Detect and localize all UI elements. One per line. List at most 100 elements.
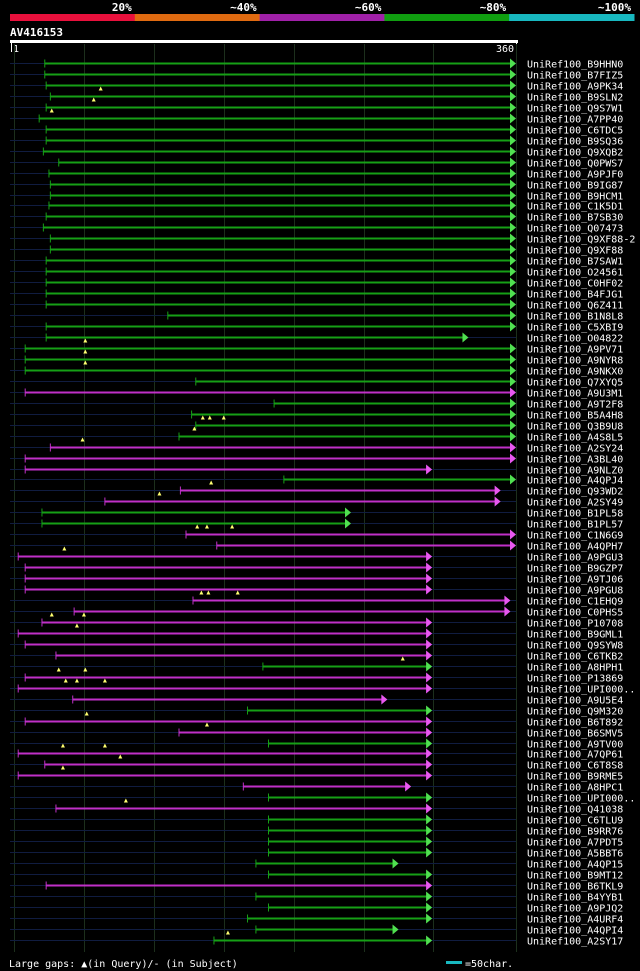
hit-row: UniRef100_B9GZP7 (10, 562, 623, 575)
hit-arrowhead (510, 255, 516, 266)
hit-arrowhead (510, 244, 516, 255)
hit-arrowhead (510, 321, 516, 332)
gap-marker (225, 930, 230, 935)
gap-marker (84, 711, 89, 716)
axis-start-tick (11, 43, 12, 52)
identity-legend: 20% ~40% ~60% ~80% ~100% (10, 1, 635, 21)
gap-marker (199, 590, 204, 595)
hit-row: UniRef100_B6T892 (10, 711, 623, 729)
gap-marker (123, 798, 128, 803)
hit-label: UniRef100_A2SY49 (527, 498, 623, 509)
hit-label: UniRef100_B5A4H8 (527, 411, 623, 422)
hit-label: UniRef100_B4YYB1 (527, 893, 623, 904)
hit-label: UniRef100_P13869 (527, 674, 623, 685)
hit-row: UniRef100_A7QP61 (10, 743, 623, 761)
legend-label: 20% (112, 1, 132, 14)
hit-row: UniRef100_A2SY24 (10, 437, 623, 455)
hit-arrowhead (426, 716, 433, 727)
hit-arrowhead (426, 727, 433, 738)
hit-row: UniRef100_C1K5D1 (10, 200, 623, 213)
hit-arrowhead (510, 124, 516, 135)
hit-label: UniRef100_C6TKB2 (527, 652, 623, 663)
gap-marker (204, 722, 209, 727)
hit-arrowhead (426, 617, 433, 628)
hit-row: UniRef100_B9GML1 (10, 623, 623, 641)
hit-row: UniRef100_Q0PWS7 (10, 157, 623, 170)
hit-label: UniRef100_A7QP61 (527, 750, 623, 761)
hit-row: UniRef100_A9PK34 (10, 80, 623, 93)
hit-label: UniRef100_Q9XF88-2 (527, 235, 635, 246)
hit-arrowhead (510, 91, 516, 102)
hit-label: UniRef100_C6TDC5 (527, 126, 623, 137)
hit-label: UniRef100_A9PJF0 (527, 170, 623, 181)
hit-arrowhead (510, 69, 516, 80)
legend-swatch-20 (10, 14, 136, 21)
hit-label: UniRef100_A7PP40 (527, 115, 623, 126)
hit-row: UniRef100_A8HPC1 (10, 781, 623, 794)
scale-label: =50char. (465, 959, 513, 970)
hit-label: UniRef100_B6SMV5 (527, 729, 623, 740)
hit-arrowhead (426, 913, 433, 924)
gap-marker (74, 623, 79, 628)
legend-swatch-40 (134, 14, 261, 21)
hit-arrowhead (344, 518, 351, 529)
hit-row: UniRef100_B9RME5 (10, 765, 623, 783)
hit-row: UniRef100_C6TDC5 (10, 124, 623, 137)
hit-row: UniRef100_A5BBT6 (10, 847, 623, 860)
hit-arrowhead (405, 781, 412, 792)
hit-arrowhead (392, 924, 399, 935)
hit-arrowhead (426, 551, 433, 562)
gap-marker (206, 590, 211, 595)
hit-row: UniRef100_A9U3M1 (10, 387, 623, 400)
hit-row: UniRef100_B9MT12 (10, 869, 623, 882)
hit-row: UniRef100_B1N8L8 (10, 310, 623, 323)
gap-marker (207, 415, 212, 420)
hit-row: UniRef100_Q9XQB2 (10, 146, 623, 159)
hit-label: UniRef100_A9PJQ2 (527, 904, 623, 915)
hit-arrowhead (510, 387, 516, 398)
hit-arrowhead (510, 540, 516, 551)
gap-marker (102, 743, 107, 748)
hit-row: UniRef100_A9TV00 (10, 738, 623, 751)
hit-arrowhead (510, 420, 516, 431)
hit-row: UniRef100_A9PV71 (10, 338, 623, 356)
hit-label: UniRef100_B9SQ36 (527, 137, 623, 148)
hit-arrowhead (510, 310, 516, 321)
hit-row: UniRef100_P10708 (10, 612, 623, 630)
gap-marker (80, 437, 85, 442)
hit-label: UniRef100_B9HCM1 (527, 192, 623, 203)
hit-label: UniRef100_C1N6G9 (527, 531, 623, 542)
hit-row: UniRef100_B4YYB1 (10, 891, 623, 904)
gap-marker (400, 656, 405, 661)
query-bar (10, 40, 518, 43)
gap-marker (56, 667, 61, 672)
hit-arrowhead (510, 343, 516, 354)
hit-arrowhead (510, 442, 516, 453)
hit-label: UniRef100_Q9SYW8 (527, 641, 623, 652)
hit-arrowhead (510, 474, 516, 485)
gap-marker (195, 524, 200, 529)
hit-label: UniRef100_A9TJ06 (527, 575, 623, 586)
hit-label: UniRef100_P10708 (527, 619, 623, 630)
hit-row: UniRef100_C6TKB2 (10, 650, 623, 663)
gap-marker (98, 86, 103, 91)
gap-marker (200, 415, 205, 420)
gap-marker (83, 349, 88, 354)
hit-label: UniRef100_A8HPH1 (527, 663, 623, 674)
hit-row: UniRef100_B9IG87 (10, 179, 623, 192)
hit-label: UniRef100_A4QPJ4 (527, 476, 623, 487)
hit-row: UniRef100_Q3B9U8 (10, 415, 623, 433)
hit-label: UniRef100_A9TV00 (527, 740, 623, 751)
hit-label: UniRef100_B7SAW1 (527, 257, 623, 268)
gap-marker (60, 765, 65, 770)
hit-label: UniRef100_C0HF02 (527, 279, 623, 290)
hit-label: UniRef100_A9NKX0 (527, 367, 623, 378)
hit-row: UniRef100_A9PJF0 (10, 168, 623, 181)
hit-row: UniRef100_Q9XF88 (10, 244, 623, 257)
hit-row: UniRef100_A7PP40 (10, 108, 623, 126)
hit-arrowhead (510, 354, 516, 365)
hit-row: UniRef100_A7PDT5 (10, 836, 623, 849)
footer: Large gaps: ▲(in Query)/- (in Subject) =5… (9, 959, 513, 970)
hit-row: UniRef100_C1EHQ9 (10, 590, 623, 608)
